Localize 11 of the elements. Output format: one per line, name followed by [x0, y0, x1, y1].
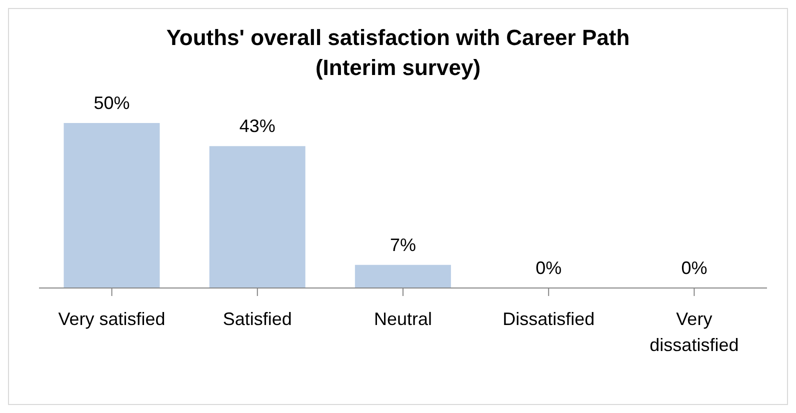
x-tick-label: Dissatisfied [502, 308, 595, 329]
data-label: 0% [536, 258, 562, 278]
data-label: 7% [390, 234, 416, 255]
x-tick-label: Very satisfied [58, 308, 166, 329]
x-tick-label: Satisfied [222, 308, 292, 329]
x-tick-label: Very dissatisfied [650, 308, 739, 355]
data-label: 43% [239, 116, 276, 136]
chart-title: Youths' overall satisfaction with Career Path (Interim survey) [165, 24, 631, 82]
x-tick-label: Neutral [374, 308, 432, 329]
data-label: 50% [94, 93, 130, 113]
data-label: 0% [681, 258, 708, 278]
